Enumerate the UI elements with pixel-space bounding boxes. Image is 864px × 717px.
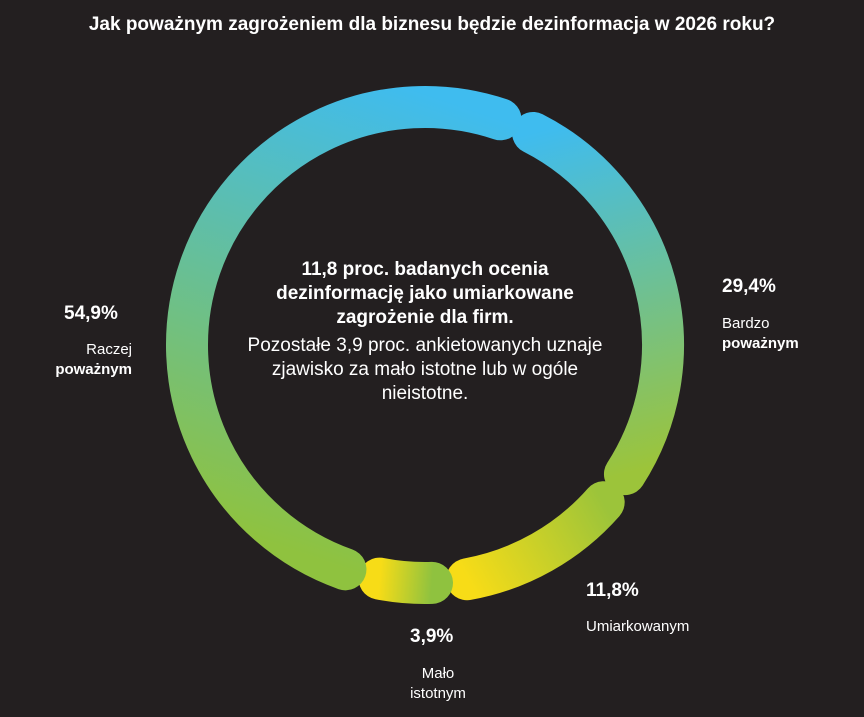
donut-slice-1	[512, 111, 684, 496]
label-line: Raczej	[86, 341, 132, 358]
donut-slice-3	[358, 557, 454, 604]
value-label-malo: 3,9%	[410, 626, 454, 647]
category-label-malo: Mało istotnym	[410, 664, 466, 704]
category-label-bardzo: Bardzo poważnym	[722, 314, 799, 354]
value-label-raczej: 54,9%	[64, 303, 118, 324]
value-label-umiarkowanym: 11,8%	[586, 580, 639, 601]
label-line: poważnym	[722, 335, 799, 352]
category-label-raczej: Raczej poważnym	[40, 340, 132, 380]
donut-slice-2	[446, 481, 625, 601]
label-line: poważnym	[55, 361, 132, 378]
category-label-umiarkowanym: Umiarkowanym	[586, 618, 690, 635]
label-line: Mało	[421, 665, 455, 682]
label-line: istotnym	[410, 685, 466, 702]
center-text: Pozostałe 3,9 proc. ankietowanych uznaje…	[247, 335, 603, 404]
value-label-bardzo: 29,4%	[722, 276, 776, 297]
center-annotation: 11,8 proc. badanych ocenia dezinformację…	[235, 258, 615, 406]
chart-title: Jak poważnym zagrożeniem dla biznesu będ…	[88, 14, 776, 35]
donut-slice-4	[165, 86, 522, 591]
label-line: Bardzo	[722, 315, 770, 332]
center-text-bold: 11,8 proc. badanych ocenia dezinformację…	[276, 259, 574, 328]
